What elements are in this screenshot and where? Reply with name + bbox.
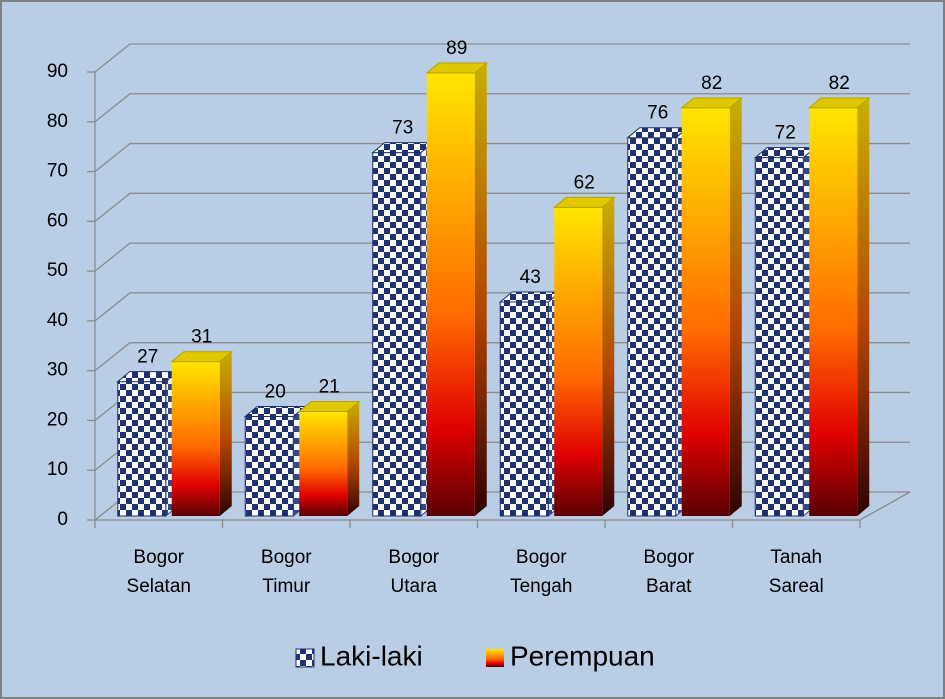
bar-top xyxy=(552,196,616,208)
data-label: 43 xyxy=(520,267,541,288)
x-tick-label: Bogor Utara xyxy=(388,547,440,597)
bar-top xyxy=(680,97,744,109)
bar-front xyxy=(372,152,422,517)
y-tick-label: 10 xyxy=(47,459,68,480)
bar-top xyxy=(297,400,361,412)
bar-top xyxy=(807,97,871,109)
data-label: 21 xyxy=(319,376,340,397)
bar-front xyxy=(681,107,730,517)
data-label: 89 xyxy=(446,38,467,59)
bar xyxy=(243,405,307,518)
y-tick-label: 20 xyxy=(47,409,68,430)
data-label: 72 xyxy=(775,123,796,144)
grid-line xyxy=(94,43,910,73)
bar xyxy=(371,141,435,518)
bar-front xyxy=(754,157,804,517)
data-label: 82 xyxy=(701,73,722,94)
bar xyxy=(626,126,690,518)
data-label: 76 xyxy=(647,103,668,124)
bar-side xyxy=(602,197,615,516)
data-label: 27 xyxy=(137,347,158,368)
y-tick-label: 40 xyxy=(47,310,68,331)
bar xyxy=(425,62,489,516)
bar-front xyxy=(554,207,603,516)
y-tick-label: 30 xyxy=(47,360,68,381)
data-label: 82 xyxy=(829,73,850,94)
bar xyxy=(498,290,562,518)
bar-front xyxy=(171,361,220,516)
x-tick-label: Bogor Selatan xyxy=(126,547,191,597)
x-tick-label: Bogor Timur xyxy=(260,547,312,597)
bar xyxy=(680,97,744,517)
data-label: 20 xyxy=(265,381,286,402)
data-label: 31 xyxy=(191,327,212,348)
data-label: 73 xyxy=(392,118,413,139)
legend-swatch xyxy=(486,649,504,667)
bar-side xyxy=(219,351,232,516)
legend-label: Perempuan xyxy=(510,640,655,671)
bar-front xyxy=(627,137,677,517)
bar-side xyxy=(347,401,360,516)
bar-front xyxy=(244,415,294,517)
x-tick-label: Bogor Barat xyxy=(643,547,695,597)
bar-side xyxy=(729,97,742,517)
legend-label: Laki-laki xyxy=(320,640,423,671)
y-tick-label: 0 xyxy=(57,509,68,530)
bar-top xyxy=(170,351,234,363)
bar-front xyxy=(299,411,348,516)
data-label: 62 xyxy=(574,172,595,193)
bar-side xyxy=(857,97,870,517)
bar-front xyxy=(117,381,167,517)
grid-line xyxy=(94,93,910,123)
x-tick-label: Bogor Tengah xyxy=(510,547,573,597)
y-tick-label: 90 xyxy=(47,61,68,82)
x-tick-label: Tanah Sareal xyxy=(768,547,824,597)
bar xyxy=(170,351,234,516)
bar-front xyxy=(499,301,549,517)
bar-front xyxy=(809,107,858,517)
bar xyxy=(116,370,180,518)
y-tick-label: 80 xyxy=(47,111,68,132)
bar xyxy=(297,400,361,516)
bar xyxy=(753,146,817,518)
y-tick-label: 50 xyxy=(47,260,68,281)
bar-front xyxy=(426,72,475,516)
bar-side xyxy=(474,62,487,516)
bar xyxy=(807,97,871,517)
bar-top xyxy=(425,62,489,74)
y-tick-label: 70 xyxy=(47,161,68,182)
y-tick-label: 60 xyxy=(47,210,68,231)
legend-swatch xyxy=(295,648,315,668)
bar xyxy=(552,196,616,516)
